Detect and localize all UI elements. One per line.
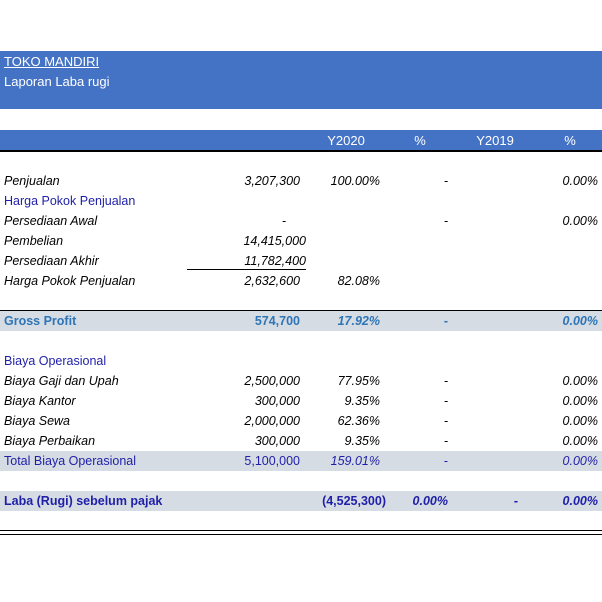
double-underline-bottom — [0, 534, 602, 535]
report-banner: TOKO MANDIRI Laporan Laba rugi — [0, 51, 602, 109]
row-laba-rugi: Laba (Rugi) sebelum pajak (4,525,300) 0.… — [0, 491, 602, 511]
value-y2020: 3,207,300 — [244, 174, 300, 188]
row-gross-profit: Gross Profit 574,700 17.92% - 0.00% — [0, 311, 602, 331]
section-label: Biaya Operasional — [4, 354, 107, 368]
row-label: Persediaan Awal — [4, 214, 98, 228]
value-y2020: 300,000 — [254, 434, 300, 448]
pct-2020: 62.36% — [337, 414, 380, 428]
value-y2019: - — [443, 394, 448, 408]
pct-2019: 0.00% — [562, 414, 598, 428]
row-biaya-gaji: Biaya Gaji dan Upah 2,500,000 77.95% - 0… — [0, 371, 602, 391]
col-header-y2019: Y2019 — [476, 133, 514, 148]
sub-value: - — [281, 214, 286, 228]
section-hpp: Harga Pokok Penjualan — [0, 191, 602, 211]
pct-2019: 0.00% — [562, 394, 598, 408]
col-header-y2020: Y2020 — [327, 133, 365, 148]
row-label: Biaya Kantor — [4, 394, 76, 408]
value-y2019: - — [443, 414, 448, 428]
value-y2019: - — [513, 494, 518, 508]
company-name: TOKO MANDIRI — [4, 54, 100, 69]
col-header-pct-2020: % — [414, 133, 426, 148]
value-y2019: - — [443, 314, 448, 328]
report-title: Laporan Laba rugi — [4, 74, 110, 89]
value-y2020: 2,000,000 — [244, 414, 300, 428]
pct-2020: 9.35% — [344, 434, 380, 448]
pct-2020: 17.92% — [337, 314, 380, 328]
pct-2020: 77.95% — [337, 374, 380, 388]
gross-profit-top-border — [0, 310, 602, 311]
subtotal-underline — [187, 269, 306, 270]
row-label: Total Biaya Operasional — [4, 454, 137, 468]
value-y2020: 300,000 — [254, 394, 300, 408]
row-total-biaya: Total Biaya Operasional 5,100,000 159.01… — [0, 451, 602, 471]
value-y2020: (4,525,300) — [322, 494, 386, 508]
row-label: Harga Pokok Penjualan — [4, 274, 136, 288]
pct-2020: 0.00% — [412, 494, 448, 508]
pct-2020: 100.00% — [330, 174, 380, 188]
col-header-pct-2019: % — [564, 133, 576, 148]
pct-2020: 159.01% — [330, 454, 380, 468]
row-label: Laba (Rugi) sebelum pajak — [4, 494, 163, 508]
value-y2020: 5,100,000 — [244, 454, 300, 468]
sub-value: 11,782,400 — [244, 254, 306, 268]
row-pembelian: Pembelian 14,415,000 — [0, 231, 602, 251]
row-label: Biaya Sewa — [4, 414, 71, 428]
row-label: Gross Profit — [4, 314, 77, 328]
double-underline-top — [0, 530, 602, 531]
row-persediaan-awal: Persediaan Awal - - 0.00% — [0, 211, 602, 231]
value-y2019: - — [443, 214, 448, 228]
column-header-row: Y2020 % Y2019 % — [0, 130, 602, 152]
pct-2019: 0.00% — [562, 314, 598, 328]
pct-2019: 0.00% — [562, 174, 598, 188]
pct-2019: 0.00% — [562, 434, 598, 448]
pct-2019: 0.00% — [562, 454, 598, 468]
section-biaya: Biaya Operasional — [0, 351, 602, 371]
row-label: Penjualan — [4, 174, 60, 188]
row-label: Biaya Gaji dan Upah — [4, 374, 119, 388]
row-biaya-sewa: Biaya Sewa 2,000,000 62.36% - 0.00% — [0, 411, 602, 431]
pct-2019: 0.00% — [562, 214, 598, 228]
row-label: Persediaan Akhir — [4, 254, 99, 268]
sub-value: 14,415,000 — [243, 234, 306, 248]
value-y2019: - — [443, 174, 448, 188]
pct-2019: 0.00% — [562, 374, 598, 388]
row-penjualan: Penjualan 3,207,300 100.00% - 0.00% — [0, 171, 602, 191]
section-label: Harga Pokok Penjualan — [4, 194, 136, 208]
value-y2019: - — [443, 454, 448, 468]
value-y2020: 2,500,000 — [244, 374, 300, 388]
row-persediaan-akhir: Persediaan Akhir 11,782,400 — [0, 251, 602, 271]
row-biaya-kantor: Biaya Kantor 300,000 9.35% - 0.00% — [0, 391, 602, 411]
pct-2019: 0.00% — [562, 494, 598, 508]
value-y2020: 574,700 — [254, 314, 300, 328]
pct-2020: 9.35% — [344, 394, 380, 408]
pct-2020: 82.08% — [337, 274, 380, 288]
row-label: Pembelian — [4, 234, 64, 248]
value-y2019: - — [443, 434, 448, 448]
value-y2019: - — [443, 374, 448, 388]
row-label: Biaya Perbaikan — [4, 434, 96, 448]
value-y2020: 2,632,600 — [244, 274, 300, 288]
row-hpp-total: Harga Pokok Penjualan 2,632,600 82.08% — [0, 271, 602, 291]
row-biaya-perbaikan: Biaya Perbaikan 300,000 9.35% - 0.00% — [0, 431, 602, 451]
